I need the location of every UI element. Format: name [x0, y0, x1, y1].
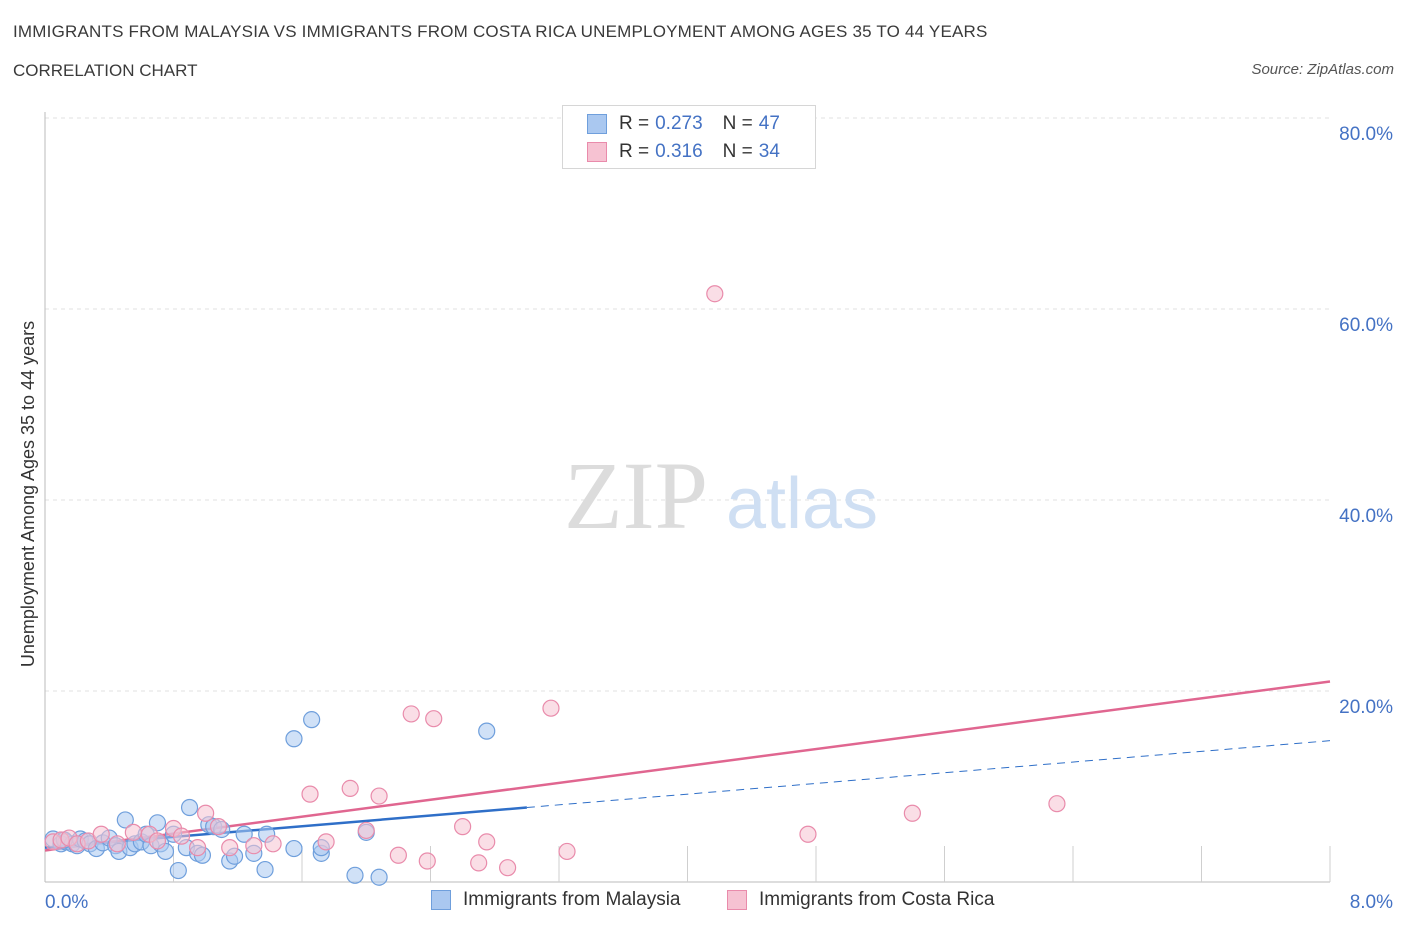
chart-subtitle: CORRELATION CHART — [13, 61, 198, 80]
costa-rica-point — [558, 842, 576, 861]
costa-rica-point — [221, 839, 239, 857]
costa-rica-point — [341, 779, 359, 798]
costa-rica-point — [124, 823, 142, 841]
r-value-malaysia: 0.273 — [655, 113, 703, 134]
costa-rica-point — [454, 818, 472, 836]
bottom-legend-costa-rica: Immigrants from Costa Rica — [727, 889, 994, 911]
source-label: Source: ZipAtlas.com — [1251, 61, 1394, 78]
costa-rica-point — [478, 833, 496, 851]
malaysia-point — [256, 860, 274, 879]
legend-swatch-costa-rica — [587, 142, 607, 162]
costa-rica-point — [542, 699, 560, 717]
trendline-malaysia-extension — [526, 740, 1331, 809]
costa-rica-point — [209, 818, 228, 836]
malaysia-point — [180, 798, 199, 817]
trendline-costa-rica — [44, 680, 1331, 852]
n-label: N = — [722, 113, 753, 134]
r-label: R = — [619, 113, 650, 134]
bottom-legend-malaysia: Immigrants from Malaysia — [431, 889, 681, 911]
malaysia-point — [169, 861, 187, 880]
costa-rica-point — [301, 785, 319, 803]
costa-rica-point — [357, 821, 375, 840]
costa-rica-point — [188, 839, 207, 857]
r-value-costa-rica: 0.316 — [655, 141, 703, 162]
y-tick-label: 20.0% — [1339, 697, 1393, 718]
malaysia-point — [478, 722, 496, 740]
costa-rica-point — [148, 832, 167, 850]
costa-rica-point — [706, 285, 724, 303]
n-value-costa-rica: 34 — [758, 141, 780, 162]
costa-rica-point — [903, 804, 921, 822]
malaysia-point — [303, 711, 321, 729]
costa-rica-point — [799, 825, 817, 843]
bottom-legend-label-malaysia: Immigrants from Malaysia — [463, 889, 681, 910]
axes — [44, 112, 1331, 883]
legend-row-costa-rica: R = 0.316 N = 34 — [587, 141, 780, 163]
malaysia-point — [285, 839, 303, 858]
malaysia-point — [285, 730, 303, 748]
r-label: R = — [619, 141, 650, 162]
malaysia-point — [346, 866, 364, 884]
costa-rica-point — [197, 804, 215, 822]
costa-rica-point — [425, 710, 443, 728]
trendlines — [44, 680, 1331, 852]
n-value-malaysia: 47 — [758, 113, 780, 134]
bottom-legend-swatch-costa-rica — [727, 890, 747, 910]
chart-title: IMMIGRANTS FROM MALAYSIA VS IMMIGRANTS F… — [13, 22, 988, 41]
costa-rica-point — [418, 852, 436, 870]
watermark-zip: ZIP — [564, 442, 708, 549]
tick-labels: 20.0% 40.0% 60.0% 80.0% 0.0% 8.0% — [45, 124, 1393, 913]
y-tick-label: 60.0% — [1339, 315, 1393, 336]
x-tick-label: 8.0% — [1350, 892, 1393, 913]
malaysia-point — [116, 811, 134, 829]
costa-rica-point — [264, 835, 282, 853]
malaysia-point — [235, 825, 253, 843]
costa-rica-point — [245, 837, 263, 855]
malaysia-point — [370, 868, 388, 886]
costa-rica-point — [389, 846, 407, 864]
bottom-legend-label-costa-rica: Immigrants from Costa Rica — [759, 889, 995, 910]
y-tick-label: 40.0% — [1339, 506, 1393, 527]
n-label: N = — [722, 141, 753, 162]
y-axis-label: Unemployment Among Ages 35 to 44 years — [18, 321, 38, 667]
legend-swatch-malaysia — [587, 114, 607, 134]
y-tick-label: 80.0% — [1339, 124, 1393, 145]
costa-rica-point — [499, 859, 517, 877]
watermark: ZIP atlas — [564, 442, 878, 549]
costa-rica-point — [172, 827, 191, 845]
stats-legend: R = 0.273 N = 47 R = 0.316 N = 34 — [562, 105, 816, 169]
gridlines — [45, 117, 1330, 692]
watermark-atlas: atlas — [726, 464, 878, 544]
costa-rica-point — [1048, 795, 1066, 813]
x-tick-label: 0.0% — [45, 892, 88, 913]
costa-rica-point — [370, 787, 388, 805]
costa-rica-point — [402, 705, 420, 723]
bottom-legend-swatch-malaysia — [431, 890, 451, 910]
costa-rica-point — [92, 825, 110, 843]
costa-rica-point — [470, 854, 488, 872]
costa-rica-point — [317, 833, 335, 851]
legend-row-malaysia: R = 0.273 N = 47 — [587, 113, 780, 135]
data-points — [44, 285, 1066, 886]
costa-rica-point — [108, 835, 126, 853]
